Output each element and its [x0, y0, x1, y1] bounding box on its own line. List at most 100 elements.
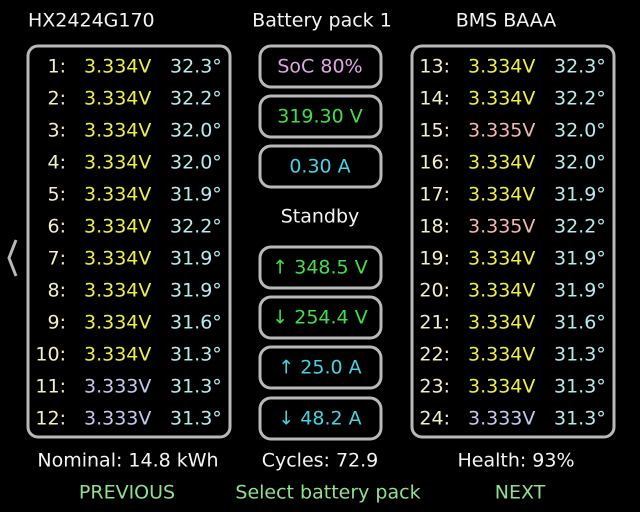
limit-box	[258, 396, 383, 441]
cell-index: 22:	[419, 344, 450, 366]
cell-temperature: 31.6°	[170, 312, 222, 334]
cell-temperature: 31.3°	[170, 376, 222, 398]
cell-temperature: 31.9°	[170, 280, 222, 302]
bms-id: BMS BAAA	[456, 10, 557, 32]
cell-temperature: 31.9°	[554, 248, 606, 270]
pack-title: Battery pack 1	[252, 10, 392, 32]
cell-temperature: 32.0°	[554, 120, 606, 142]
cell-voltage: 3.334V	[84, 216, 151, 238]
cell-index: 7:	[48, 248, 67, 270]
cell-index: 4:	[48, 152, 67, 174]
cell-temperature: 32.2°	[554, 88, 606, 110]
cells-panel-right	[410, 44, 616, 439]
cell-index: 5:	[48, 184, 67, 206]
cell-index: 2:	[48, 88, 67, 110]
limit-box	[258, 245, 383, 290]
cell-voltage: 3.334V	[84, 312, 151, 334]
status-box	[258, 44, 383, 89]
cell-index: 12:	[35, 408, 66, 430]
cell-index: 18:	[419, 216, 450, 238]
cell-temperature: 31.3°	[554, 408, 606, 430]
cell-index: 10:	[35, 344, 66, 366]
cell-voltage: 3.334V	[84, 56, 151, 78]
cell-temperature: 31.3°	[554, 376, 606, 398]
cell-voltage: 3.334V	[468, 344, 535, 366]
cell-voltage: 3.334V	[84, 248, 151, 270]
cell-index: 9:	[48, 312, 67, 334]
cell-voltage: 3.334V	[468, 56, 535, 78]
cell-voltage: 3.334V	[84, 152, 151, 174]
select-button[interactable]: Select battery pack	[235, 482, 420, 504]
cell-temperature: 32.2°	[554, 216, 606, 238]
cells-panel-left	[26, 44, 232, 439]
cell-temperature: 31.9°	[554, 184, 606, 206]
cell-voltage: 3.333V	[84, 408, 151, 430]
status: 0.30 A	[289, 156, 350, 178]
cell-temperature: 32.0°	[554, 152, 606, 174]
cell-voltage: 3.334V	[468, 312, 535, 334]
status: SoC 80%	[277, 56, 362, 78]
limit: ↑ 25.0 A	[278, 357, 361, 379]
cell-index: 20:	[419, 280, 450, 302]
cell-index: 17:	[419, 184, 450, 206]
cell-index: 6:	[48, 216, 67, 238]
cell-index: 11:	[35, 376, 66, 398]
state: Standby	[281, 206, 360, 228]
cell-voltage: 3.334V	[468, 184, 535, 206]
cell-voltage: 3.334V	[84, 344, 151, 366]
cell-voltage: 3.334V	[468, 280, 535, 302]
cell-temperature: 31.9°	[170, 184, 222, 206]
cell-voltage: 3.334V	[468, 152, 535, 174]
limit-box	[258, 295, 383, 340]
cell-voltage: 3.334V	[84, 120, 151, 142]
cell-index: 21:	[419, 312, 450, 334]
limit: ↓ 254.4 V	[272, 307, 367, 329]
status-box	[258, 94, 383, 139]
limit-box	[258, 345, 383, 390]
status-box	[258, 144, 383, 189]
cell-temperature: 32.2°	[170, 88, 222, 110]
cell-voltage: 3.334V	[468, 248, 535, 270]
health: Health: 93%	[457, 450, 574, 472]
cell-temperature: 32.0°	[170, 152, 222, 174]
cell-index: 19:	[419, 248, 450, 270]
cell-voltage: 3.334V	[84, 88, 151, 110]
cell-voltage: 3.334V	[84, 184, 151, 206]
cell-index: 16:	[419, 152, 450, 174]
back-arrow[interactable]	[7, 239, 18, 277]
cell-index: 14:	[419, 88, 450, 110]
cell-index: 23:	[419, 376, 450, 398]
cell-temperature: 31.9°	[554, 280, 606, 302]
cell-index: 13:	[419, 56, 450, 78]
cell-temperature: 31.3°	[554, 344, 606, 366]
cell-temperature: 32.3°	[554, 56, 606, 78]
previous-button[interactable]: PREVIOUS	[79, 482, 175, 504]
cell-voltage: 3.334V	[468, 376, 535, 398]
limit: ↓ 48.2 A	[278, 408, 361, 430]
cell-index: 3:	[48, 120, 67, 142]
cell-temperature: 31.9°	[170, 248, 222, 270]
cell-temperature: 32.3°	[170, 56, 222, 78]
cell-voltage: 3.333V	[84, 376, 151, 398]
cell-temperature: 31.3°	[170, 408, 222, 430]
cell-index: 15:	[419, 120, 450, 142]
cell-temperature: 31.6°	[554, 312, 606, 334]
cell-index: 24:	[419, 408, 450, 430]
next-button[interactable]: NEXT	[495, 482, 546, 504]
cycles: Cycles: 72.9	[262, 450, 379, 472]
cell-voltage: 3.334V	[84, 280, 151, 302]
cell-temperature: 31.3°	[170, 344, 222, 366]
status: 319.30 V	[277, 106, 363, 128]
cell-index: 1:	[48, 56, 67, 78]
cell-voltage: 3.333V	[468, 408, 535, 430]
cell-temperature: 32.0°	[170, 120, 222, 142]
nominal: Nominal: 14.8 kWh	[37, 450, 218, 472]
limit: ↑ 348.5 V	[272, 257, 367, 279]
cell-temperature: 32.2°	[170, 216, 222, 238]
cell-voltage: 3.334V	[468, 88, 535, 110]
cell-index: 8:	[48, 280, 67, 302]
device-id: HX2424G170	[28, 10, 155, 32]
cell-voltage: 3.335V	[468, 216, 535, 238]
